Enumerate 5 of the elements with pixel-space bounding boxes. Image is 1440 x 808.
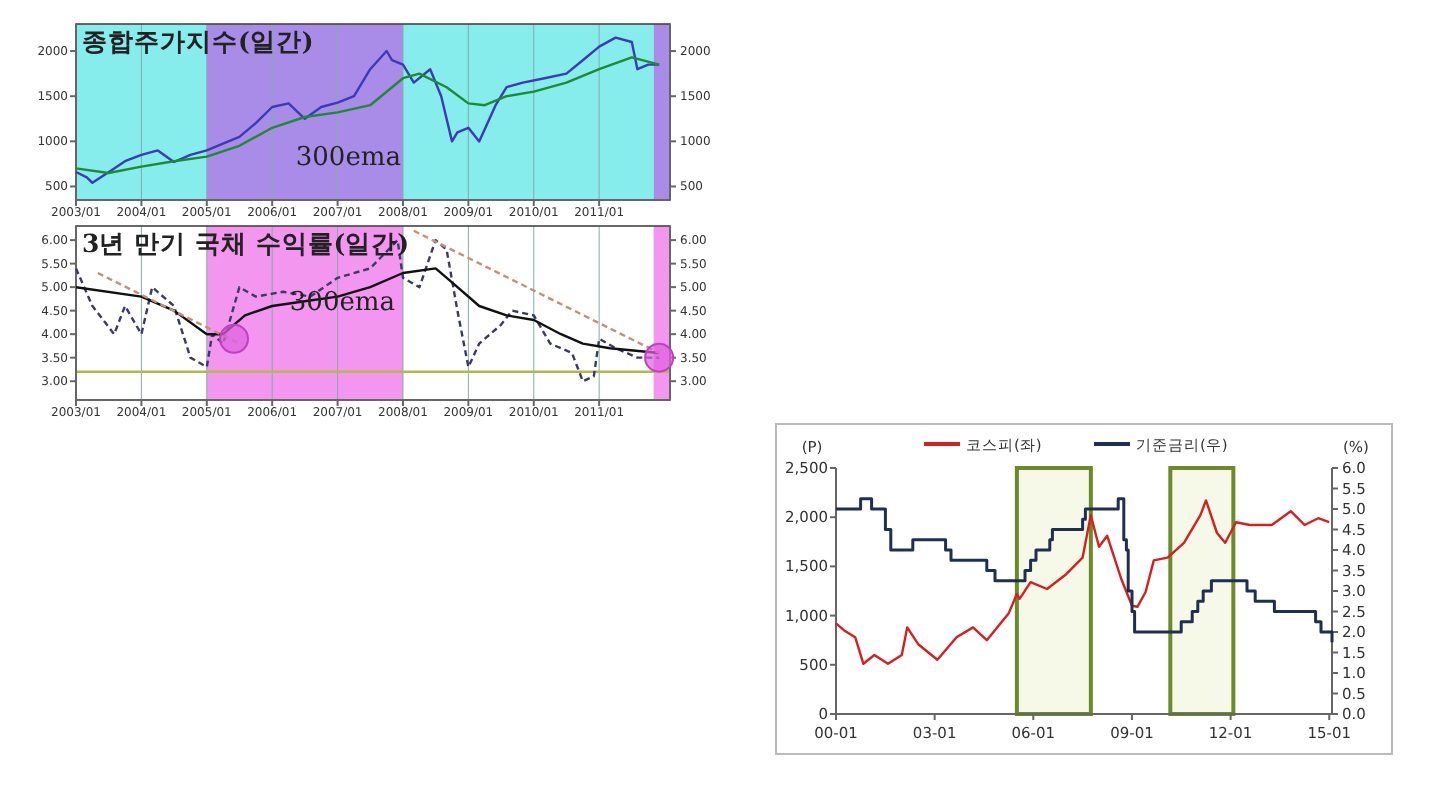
chart-title: 종합주가지수(일간)	[82, 26, 314, 56]
line-series	[74, 56, 661, 175]
chart-title: 3년 만기 국채 수익률(일간)	[82, 228, 410, 258]
annotation: 300ema	[289, 287, 396, 318]
annotation: 300ema	[295, 142, 402, 173]
